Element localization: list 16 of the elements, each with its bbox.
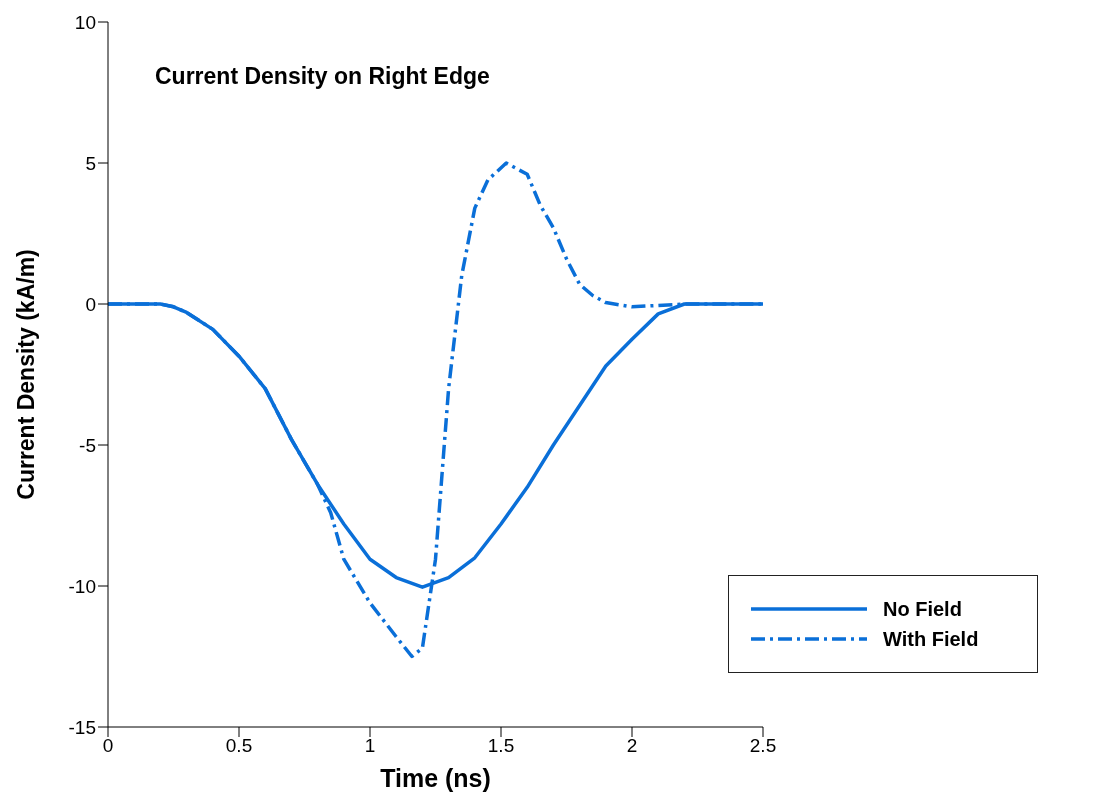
- x-tick-label: 1.5: [487, 735, 515, 757]
- y-tick-label: -5: [79, 434, 96, 456]
- x-axis-title: Time (ns): [380, 764, 491, 792]
- y-tick-label: 10: [74, 11, 96, 33]
- y-tick-label: 5: [85, 152, 96, 174]
- y-axis-title: Current Density (kA/m): [13, 249, 40, 500]
- x-tick-label: 2: [626, 735, 638, 757]
- x-tick-label: 1: [364, 735, 376, 757]
- x-tick-label: 2.5: [749, 735, 777, 757]
- y-tick-label: 0: [85, 293, 96, 315]
- x-tick-label: 0.5: [225, 735, 253, 757]
- y-tick-label: -10: [68, 575, 96, 597]
- legend-frame: No Field With Field: [728, 575, 1038, 673]
- y-tick-label: -15: [68, 716, 96, 738]
- x-tick-label: 0: [102, 735, 114, 757]
- text: Current Density on Right Edge: [155, 63, 490, 90]
